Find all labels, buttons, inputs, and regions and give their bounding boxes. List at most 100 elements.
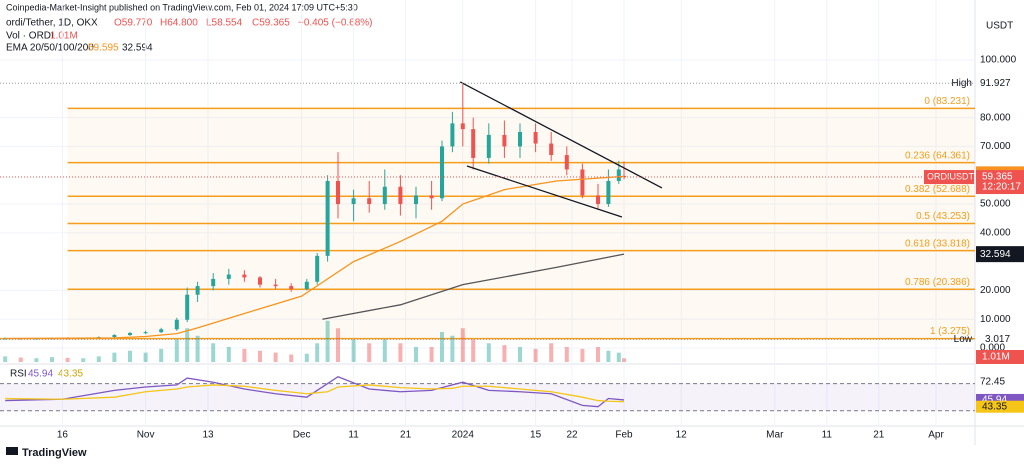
volume-bar [518,347,522,362]
x-tick-label: 21 [400,430,412,441]
candle-body [580,169,585,196]
volume-bar [96,356,101,362]
y-tick-label: 0.000 [980,343,1005,354]
volume-bar [65,357,70,362]
rsi-badge: 43.35 [982,401,1007,412]
volume-bar [304,353,309,362]
fib-zone [67,196,976,224]
volume-bar [159,348,164,362]
y-tick-label: 80.000 [980,112,1011,123]
close: C59.365 [252,18,290,29]
fib-zone [67,223,976,251]
rsi-band [0,383,975,411]
x-tick-label: Nov [137,430,155,441]
volume-bar [18,357,23,362]
y-tick-label: 20.000 [980,285,1011,296]
volume-bar [143,352,148,362]
x-tick-label: 2024 [452,430,475,441]
y-tick-label: 10.000 [980,314,1011,325]
volume-bar [596,347,600,362]
volume-bar [185,328,190,362]
fib-label: 0 (83.231) [924,96,970,107]
volume-bar [195,335,200,362]
volume-bar [460,328,465,362]
candle-body [273,284,278,287]
volume-bar [258,350,262,362]
fib-zone [67,250,976,290]
candle-body [460,123,465,130]
candle-body [128,333,132,336]
footer-logo: TradingView [22,447,87,459]
trend-line [459,81,663,189]
volume-bar [81,358,86,362]
volume-bar [429,347,434,362]
low-label: Low [954,334,973,345]
candle-body [242,274,247,278]
rsi-label: RSI [10,369,27,380]
fib-zone [67,289,976,339]
y-tick-label: 100.000 [980,55,1017,66]
volume-bar [450,335,455,362]
volume-bar [414,347,418,362]
rsi-tick-label: 72.45 [980,377,1005,388]
volume-bar [440,332,444,362]
volume-bar [486,343,491,362]
x-tick-label: Feb [615,430,633,441]
fib-label: 0.5 (43.253) [916,211,970,222]
volume-bar [50,357,54,362]
fib-zone [67,162,976,197]
volume-bar [226,347,231,362]
volume-bar [382,339,387,362]
volume-bar [564,347,569,362]
candle-body [533,132,538,144]
fib-label: 1 (3.275) [930,326,970,337]
price-badge: 59.365 [982,172,1013,183]
volume-bar [112,352,117,362]
volume-bar [471,339,476,362]
high-value: 91.927 [980,78,1011,89]
fib-label: 0.618 (33.818) [905,238,970,249]
volume-badge: 1.01M [982,352,1010,363]
price-badge-bg [976,170,1024,195]
ema-200-badge-bg [976,246,1024,263]
volume-bar [242,348,247,362]
symbol-badge-bg [924,170,974,185]
symbol-badge: ORDIUSDT [927,171,975,181]
candle-body [258,277,262,285]
volume-value: 1.01M [50,31,78,42]
volume-label: Vol · ORDI [6,31,54,42]
x-tick-label: Mar [766,430,784,441]
volume-bar [34,358,39,362]
candle-body [382,186,387,205]
open: O59.770 [114,18,153,29]
candle-body [325,180,330,256]
low: L58.554 [206,18,243,29]
volume-bar [533,348,538,362]
y-tick-label: 70.000 [980,141,1011,152]
candle-body [226,274,231,279]
low-value: 3.017 [985,334,1010,345]
ema-200-value: 32.594 [122,43,153,54]
volume-badge-bg [976,350,1024,364]
y-tick-label: 50.000 [980,199,1011,210]
candle-body [315,255,320,282]
candle-body [596,195,600,205]
symbol: ordi/Tether, 1D, OKX [6,18,98,29]
candle-body [112,335,117,338]
candle-body [3,338,8,340]
volume-bar [336,328,340,362]
x-tick-label: 11 [348,430,359,441]
rsi-badge: 45.94 [982,395,1007,406]
rsi-value: 45.94 [28,369,53,380]
fib-label: 0.382 (52.688) [905,184,970,195]
x-tick-label: 21 [873,430,885,441]
ema-label: EMA 20/50/100/200 [6,43,94,54]
volume-bar [580,348,585,362]
y-tick-label: 40.000 [980,227,1011,238]
volume-bar [606,350,611,362]
x-tick-label: Dec [293,430,311,441]
candle-body [351,198,356,205]
ema-line [5,175,625,340]
